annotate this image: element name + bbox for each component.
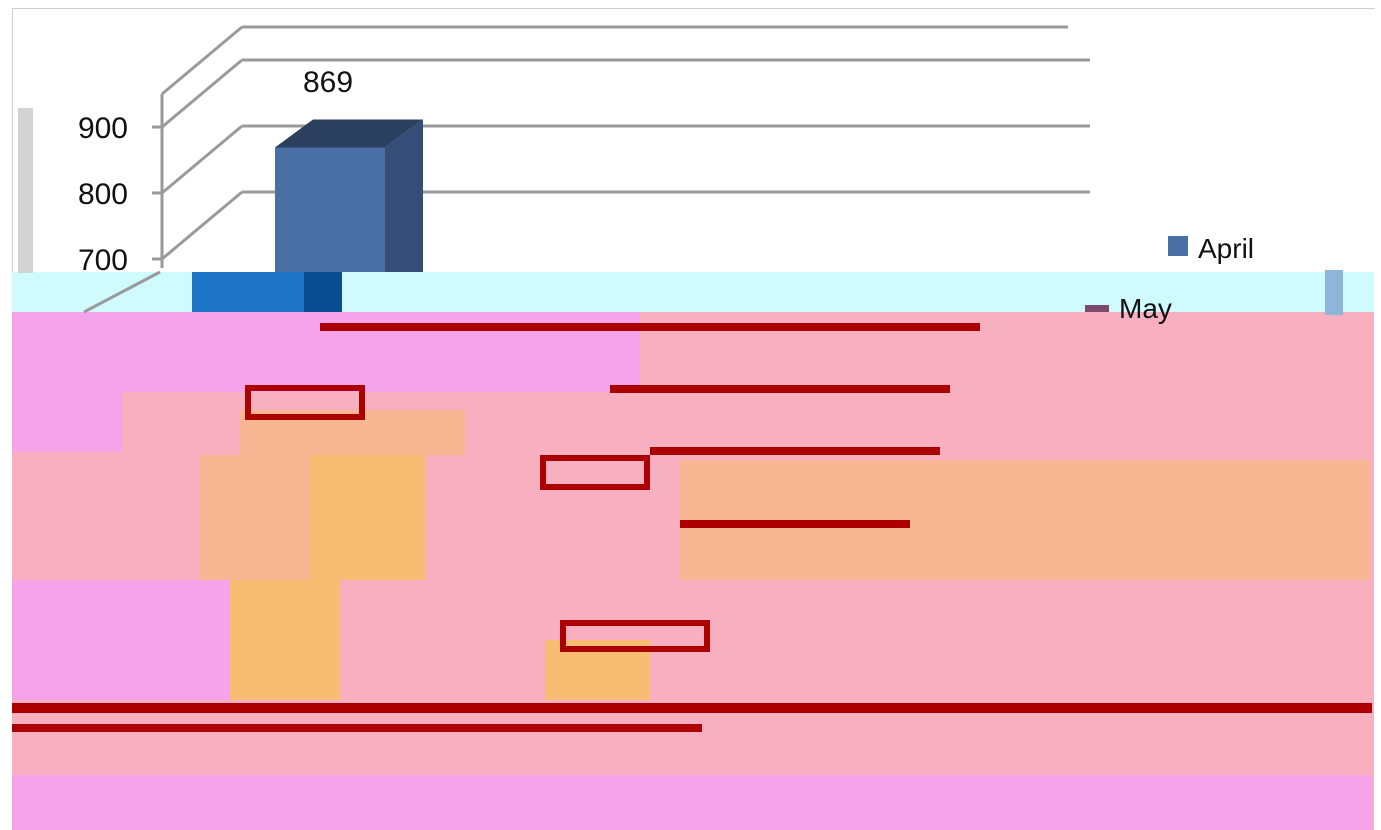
april-bar-side: [385, 119, 423, 273]
april-data-label: 869: [303, 66, 353, 99]
legend-label-may: May: [1119, 293, 1172, 324]
april-bar-top: [275, 119, 423, 148]
legend-swatch-may: [1085, 305, 1109, 312]
y-gridline-depth-2: [161, 190, 243, 261]
y-gridline-depth-1: [161, 124, 243, 195]
y-axis-top-depth-line: [161, 25, 243, 96]
right-panel-shadow: [1325, 270, 1343, 315]
y-gridline-depth-0: [161, 58, 243, 129]
legend-swatch-april: [1168, 236, 1188, 256]
chart-area: [12, 8, 1375, 309]
legend-label-april: April: [1198, 233, 1254, 264]
left-panel-shadow: [18, 108, 33, 273]
lower-axis-depth-line: [83, 270, 161, 314]
april-bar-front: [275, 147, 385, 272]
y-tick-label-0: 900: [78, 112, 128, 145]
y-tick-label-1: 800: [78, 178, 128, 211]
april-bar-lower-front: [192, 272, 304, 312]
y-tick-label-2: 700: [78, 244, 128, 277]
april-bar-lower-side: [304, 272, 342, 312]
